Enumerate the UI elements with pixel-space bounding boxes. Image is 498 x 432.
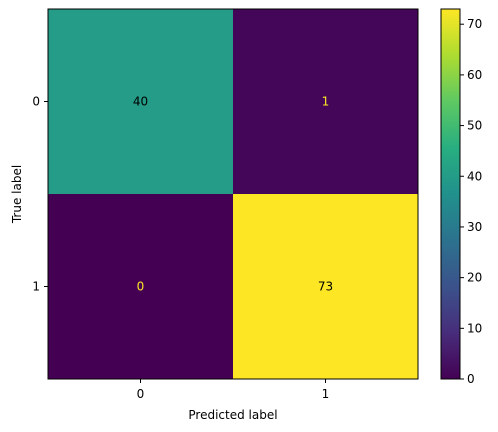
colorbar: [441, 9, 460, 379]
cell-value-label: 1: [322, 95, 330, 109]
cell-value-label: 0: [137, 280, 145, 294]
y-axis-label: True label: [10, 165, 24, 224]
matrix-cell-0-0: [48, 9, 233, 194]
colorbar-tick-label: 40: [467, 169, 482, 183]
colorbar-tick-label: 10: [467, 321, 482, 335]
y-tick-label: 0: [32, 95, 40, 109]
colorbar-tick-label: 50: [467, 119, 482, 133]
y-tick-label: 1: [32, 280, 40, 294]
colorbar-tick-label: 0: [467, 372, 475, 386]
matrix-cell-0-1: [233, 9, 418, 194]
colorbar-frame: [440, 8, 461, 380]
x-tick-label: 1: [322, 387, 330, 401]
cell-value-label: 40: [133, 95, 148, 109]
cell-value-label: 73: [318, 280, 333, 294]
colorbar-ticks: 0 10 20 30 40 50 60 70: [460, 17, 482, 386]
y-axis-ticks: 01: [32, 95, 48, 294]
colorbar-tick-label: 70: [467, 17, 482, 31]
x-tick-label: 0: [137, 387, 145, 401]
matrix-cells: 40 1 0 73: [48, 9, 418, 379]
x-axis-label: Predicted label: [188, 408, 277, 422]
colorbar-tick-label: 20: [467, 271, 482, 285]
matrix-cell-1-1: [233, 194, 418, 379]
colorbar-tick-label: 60: [467, 68, 482, 82]
colorbar-tick-label: 30: [467, 220, 482, 234]
plot-frame: [47, 8, 419, 380]
matrix-cell-1-0: [48, 194, 233, 379]
